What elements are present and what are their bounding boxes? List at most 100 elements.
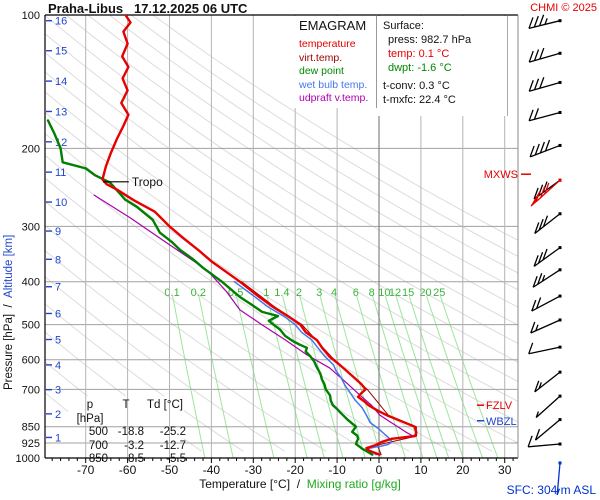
svg-text:11: 11 bbox=[55, 167, 66, 179]
dew-point-curve bbox=[46, 119, 374, 456]
svg-text:10: 10 bbox=[55, 197, 67, 209]
legend-item-virt-temp: virt.temp. bbox=[299, 51, 343, 64]
x-axis-tick-labels: -70 -60 -50 -40 -30 -20 -10 0 10 20 30 bbox=[77, 463, 512, 477]
svg-text:2: 2 bbox=[296, 287, 302, 299]
svg-text:600: 600 bbox=[22, 355, 40, 367]
svg-text:10: 10 bbox=[378, 287, 390, 299]
svg-text:4: 4 bbox=[55, 360, 61, 372]
svg-text:13: 13 bbox=[55, 106, 67, 118]
svg-text:16: 16 bbox=[55, 16, 67, 28]
table-row: 500 -18.8 -25.2 bbox=[88, 426, 186, 438]
svg-text:1: 1 bbox=[55, 432, 61, 444]
x-axis-temp-label: Temperature [°C] bbox=[199, 477, 291, 491]
svg-text:20: 20 bbox=[419, 287, 431, 299]
station-elevation-label: SFC: 304 m ASL bbox=[506, 483, 596, 497]
levels-table: p [hPa] T Td [°C] 500 -18.8 -25.2 700 -3… bbox=[72, 399, 186, 467]
legend-title: EMAGRAM bbox=[299, 18, 367, 33]
legend-item-updraft: udpraft v.temp. bbox=[299, 92, 369, 104]
surface-pressure: press: 982.7 hPa bbox=[388, 34, 472, 46]
wind-barbs bbox=[527, 14, 562, 496]
legend-item-dew-point: dew point bbox=[299, 65, 344, 77]
svg-text:300: 300 bbox=[22, 221, 40, 233]
svg-text:FZLV: FZLV bbox=[486, 400, 513, 412]
svg-text:15: 15 bbox=[55, 46, 67, 58]
svg-text:7: 7 bbox=[55, 282, 61, 294]
surface-dewpoint: dwpt: -1.6 °C bbox=[388, 62, 452, 74]
svg-text:20: 20 bbox=[456, 463, 470, 477]
surface-temperature: temp: 0.1 °C bbox=[388, 48, 450, 60]
plot-border bbox=[44, 14, 519, 459]
svg-text:0: 0 bbox=[376, 463, 383, 477]
svg-text:500: 500 bbox=[22, 320, 40, 332]
col-pressure: p [hPa] bbox=[76, 399, 104, 425]
page-title: Praha-Libus 17.12.2025 06 UTC bbox=[48, 1, 248, 16]
svg-text:-30: -30 bbox=[245, 463, 263, 477]
svg-text:-50: -50 bbox=[161, 463, 179, 477]
svg-text:200: 200 bbox=[22, 143, 40, 155]
col-dewpoint: Td [°C] bbox=[147, 399, 183, 411]
svg-text:-70: -70 bbox=[77, 463, 95, 477]
svg-text:-60: -60 bbox=[119, 463, 137, 477]
svg-text:1: 1 bbox=[263, 287, 269, 299]
svg-text:8: 8 bbox=[369, 287, 375, 299]
surface-tmxfc: t-mxfc: 22.4 °C bbox=[383, 94, 456, 106]
y-axis-caption: Pressure [hPa] / Altitude [km] bbox=[3, 234, 15, 390]
surface-title: Surface: bbox=[383, 20, 424, 32]
surface-tconv: t-conv: 0.3 °C bbox=[383, 80, 450, 92]
table-row: 850 8.5 -5.5 bbox=[88, 453, 186, 465]
svg-text:10: 10 bbox=[414, 463, 428, 477]
copyright-label: CHMI © 2025 bbox=[530, 2, 597, 14]
svg-text:5: 5 bbox=[55, 335, 61, 347]
table-row: 700 -3.2 -12.7 bbox=[88, 439, 186, 452]
svg-text:0.1: 0.1 bbox=[164, 287, 179, 299]
temperature-curve bbox=[101, 15, 418, 456]
svg-text:-20: -20 bbox=[287, 463, 305, 477]
svg-text:-10: -10 bbox=[328, 463, 346, 477]
svg-text:4: 4 bbox=[331, 287, 337, 299]
svg-text:MXWS: MXWS bbox=[484, 169, 518, 181]
svg-text:0.2: 0.2 bbox=[191, 287, 206, 299]
level-markers: Tropo MXWS FZLV WBZL bbox=[102, 169, 531, 428]
svg-text:3: 3 bbox=[55, 385, 61, 397]
svg-text:9: 9 bbox=[55, 226, 61, 238]
x-axis-caption: Temperature [°C] / Mixing ratio [g/kg] bbox=[199, 477, 401, 491]
svg-text:1.4: 1.4 bbox=[274, 287, 289, 299]
surface-panel: Surface: press: 982.7 hPa temp: 0.1 °C d… bbox=[378, 16, 508, 116]
svg-text:6: 6 bbox=[353, 287, 359, 299]
svg-text:2: 2 bbox=[55, 409, 61, 421]
svg-text:6: 6 bbox=[55, 308, 61, 320]
svg-text:-40: -40 bbox=[203, 463, 221, 477]
legend-box: EMAGRAM temperature virt.temp. dew point… bbox=[292, 16, 377, 108]
y-axis-pressure-label: Pressure [hPa] bbox=[3, 313, 15, 390]
x-axis-ticks bbox=[51, 458, 514, 463]
col-temp: T bbox=[122, 399, 130, 411]
legend-item-wet-bulb: wet bulb temp. bbox=[299, 78, 368, 91]
dry-adiabats bbox=[45, 15, 518, 452]
svg-text:8: 8 bbox=[55, 254, 61, 266]
svg-text:25: 25 bbox=[433, 287, 445, 299]
x-axis-mixing-label: Mixing ratio [g/kg] bbox=[306, 477, 401, 491]
svg-text:925: 925 bbox=[22, 438, 40, 450]
legend-item-temperature: temperature bbox=[299, 38, 356, 50]
svg-text:WBZL: WBZL bbox=[486, 416, 517, 428]
svg-text:14: 14 bbox=[55, 76, 67, 88]
levels-table-header: p [hPa] T Td [°C] bbox=[72, 399, 186, 426]
svg-text:30: 30 bbox=[498, 463, 512, 477]
y-axis-altitude-label: Altitude [km] bbox=[3, 234, 15, 298]
svg-text:850: 850 bbox=[22, 422, 40, 434]
svg-text:400: 400 bbox=[22, 277, 40, 289]
svg-text:700: 700 bbox=[22, 384, 40, 396]
svg-text:15: 15 bbox=[402, 287, 414, 299]
wet-bulb-temp--curve bbox=[233, 280, 392, 456]
svg-text:3: 3 bbox=[316, 287, 322, 299]
svg-text:Tropo: Tropo bbox=[132, 175, 163, 189]
svg-text:100: 100 bbox=[22, 10, 40, 22]
svg-text:1000: 1000 bbox=[16, 453, 40, 465]
svg-text:12: 12 bbox=[389, 287, 401, 299]
pressure-tick-labels: 100 200 300 400 500 600 700 850 925 1000 bbox=[16, 10, 40, 465]
mixing-ratio-lines bbox=[172, 296, 499, 458]
